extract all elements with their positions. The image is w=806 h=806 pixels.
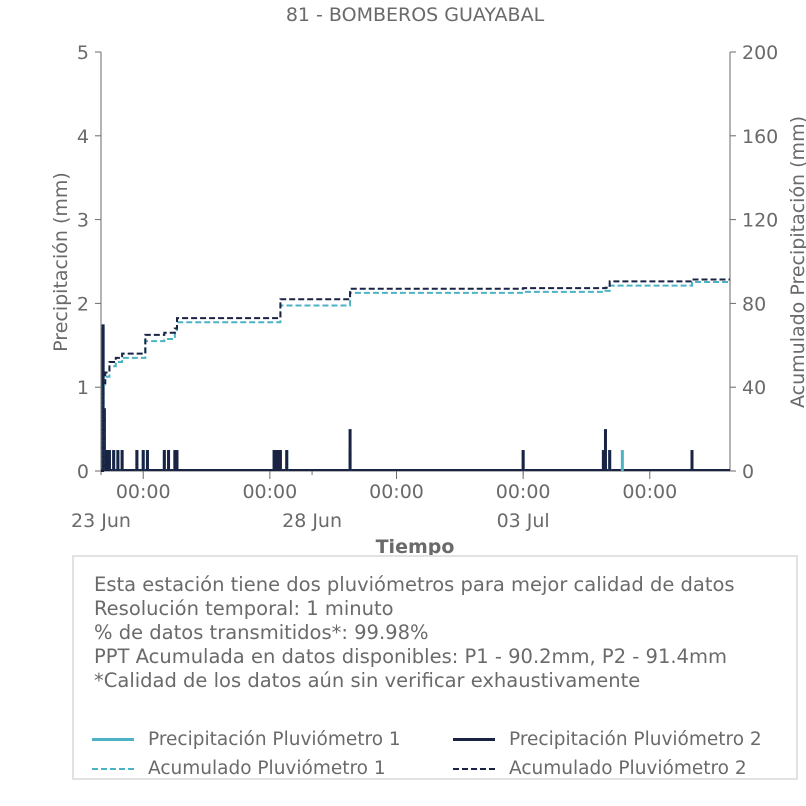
x-axis-title: Tiempo (376, 536, 455, 558)
accum-line-p1 (101, 281, 730, 472)
info-lines: Esta estación tiene dos pluviómetros par… (94, 573, 735, 693)
legend-swatch-p2-solid (453, 738, 495, 741)
y-axis-left-title: Precipitación (mm) (50, 172, 72, 352)
legend-label: Acumulado Pluviómetro 1 (148, 758, 386, 779)
y-tick-label-right: 120 (742, 210, 778, 232)
y-tick-label-right: 0 (742, 461, 754, 483)
y-tick-label-right: 200 (742, 42, 778, 64)
accum-line-p2 (101, 278, 730, 472)
y-tick-label-left: 1 (77, 377, 89, 399)
legend-label: Precipitación Pluviómetro 2 (509, 729, 762, 750)
y-tick-label-left: 4 (77, 126, 89, 148)
legend-swatch-p2-dashed (453, 767, 495, 770)
y-tick-label-right: 80 (742, 293, 766, 315)
y-tick-label-right: 160 (742, 126, 778, 148)
axes: 0 1 2 3 4 5 0 40 80 120 160 200 00:00 00:00 00:00 00:00… (71, 42, 778, 532)
info-line-quality-note: *Calidad de los datos aún sin verificar … (94, 669, 641, 692)
x-tick-label-date: 28 Jun (282, 510, 342, 532)
x-tick-label-time: 00:00 (369, 481, 424, 503)
chart-title: 81 - BOMBEROS GUAYABAL (286, 4, 545, 26)
legend-label: Acumulado Pluviómetro 2 (509, 758, 747, 779)
y-tick-label-left: 5 (77, 42, 89, 64)
y-tick-label-left: 2 (77, 293, 89, 315)
legend-swatch-p1-dashed (92, 767, 134, 770)
info-line-transmitted: % de datos transmitidos*: 99.98% (94, 621, 429, 644)
x-tick-label-time: 00:00 (116, 481, 171, 503)
y-tick-label-left: 0 (77, 461, 89, 483)
legend-item-p2-precip: Precipitación Pluviómetro 2 (453, 729, 762, 750)
info-line-resolution: Resolución temporal: 1 minuto (94, 597, 394, 620)
y-axis-right-title: Acumulado Precipitación (mm) (787, 116, 806, 408)
x-tick-label-time: 00:00 (622, 481, 677, 503)
legend-item-p2-accum: Acumulado Pluviómetro 2 (453, 758, 747, 779)
chart-marks (101, 278, 730, 472)
x-tick-label-date: 03 Jul (497, 510, 550, 532)
x-tick-label-time: 00:00 (496, 481, 551, 503)
legend-item-p1-accum: Acumulado Pluviómetro 1 (92, 758, 386, 779)
x-tick-label-time: 00:00 (242, 481, 297, 503)
info-line-accumulated: PPT Acumulada en datos disponibles: P1 -… (94, 645, 727, 668)
x-tick-label-date: 23 Jun (71, 510, 131, 532)
y-tick-label-right: 40 (742, 377, 766, 399)
info-line-stations: Esta estación tiene dos pluviómetros par… (94, 573, 735, 596)
legend-swatch-p1-solid (92, 738, 134, 741)
legend-label: Precipitación Pluviómetro 1 (148, 729, 401, 750)
legend-item-p1-precip: Precipitación Pluviómetro 1 (92, 729, 401, 750)
y-tick-label-left: 3 (77, 210, 89, 232)
info-box: Esta estación tiene dos pluviómetros par… (72, 555, 798, 780)
